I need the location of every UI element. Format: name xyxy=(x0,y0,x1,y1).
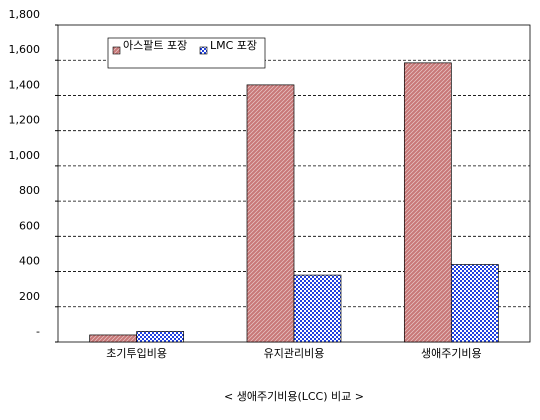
y-tick-label: 1,600 xyxy=(9,43,41,56)
y-tick-label: 600 xyxy=(19,219,40,232)
y-tick-label: 800 xyxy=(19,184,40,197)
legend-swatch xyxy=(112,46,121,55)
x-tick-label: 초기투입비용 xyxy=(106,347,167,360)
bar xyxy=(136,331,185,343)
legend-label: LMC 포장 xyxy=(210,39,257,52)
y-tick-label: - xyxy=(36,325,40,338)
x-tick-label: 생애주기비용 xyxy=(421,347,482,360)
y-tick-label: 200 xyxy=(19,290,40,303)
bar xyxy=(450,264,499,343)
y-tick-label: 400 xyxy=(19,255,40,268)
bar xyxy=(293,274,342,343)
x-tick-label: 유지관리비용 xyxy=(264,347,325,360)
y-tick-label: 1,400 xyxy=(9,78,41,91)
legend-box xyxy=(107,37,266,69)
y-tick-label: 1,000 xyxy=(9,149,41,162)
bar xyxy=(89,334,138,343)
legend-label: 아스팔트 포장 xyxy=(123,39,187,52)
bar xyxy=(246,84,295,343)
y-tick-label: 1,800 xyxy=(9,8,41,21)
chart-title: < 생애주기비용(LCC) 비교 > xyxy=(224,390,364,403)
y-tick-label: 1,200 xyxy=(9,114,41,127)
legend-swatch xyxy=(199,46,208,55)
bar xyxy=(403,62,452,343)
